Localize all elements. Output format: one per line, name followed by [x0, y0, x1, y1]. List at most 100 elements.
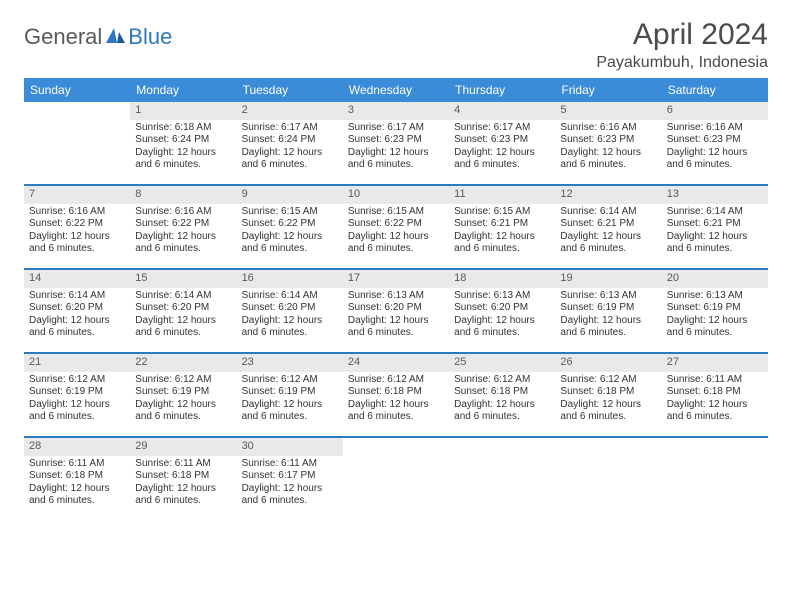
day-cell: 15Sunrise: 6:14 AMSunset: 6:20 PMDayligh…	[130, 270, 236, 352]
sunset-text: Sunset: 6:18 PM	[560, 386, 656, 399]
day-cell-body: Sunrise: 6:14 AMSunset: 6:20 PMDaylight:…	[237, 288, 343, 344]
daylight-text: Daylight: 12 hours and 6 minutes.	[242, 147, 338, 172]
day-cell-body: Sunrise: 6:15 AMSunset: 6:22 PMDaylight:…	[343, 204, 449, 260]
sunset-text: Sunset: 6:23 PM	[454, 134, 550, 147]
sunrise-text: Sunrise: 6:16 AM	[560, 122, 656, 135]
day-cell-body: Sunrise: 6:15 AMSunset: 6:22 PMDaylight:…	[237, 204, 343, 260]
sunrise-text: Sunrise: 6:14 AM	[242, 290, 338, 303]
day-cell: 27Sunrise: 6:11 AMSunset: 6:18 PMDayligh…	[662, 354, 768, 436]
sunrise-text: Sunrise: 6:15 AM	[348, 206, 444, 219]
daylight-text: Daylight: 12 hours and 6 minutes.	[348, 399, 444, 424]
daylight-text: Daylight: 12 hours and 6 minutes.	[135, 483, 231, 508]
day-cell-body: Sunrise: 6:12 AMSunset: 6:18 PMDaylight:…	[343, 372, 449, 428]
daylight-text: Daylight: 12 hours and 6 minutes.	[667, 315, 763, 340]
day-header-wednesday: Wednesday	[343, 78, 449, 102]
daylight-text: Daylight: 12 hours and 6 minutes.	[560, 399, 656, 424]
day-number: 24	[343, 354, 449, 372]
week-row: 1Sunrise: 6:18 AMSunset: 6:24 PMDaylight…	[24, 102, 768, 184]
daylight-text: Daylight: 12 hours and 6 minutes.	[348, 231, 444, 256]
day-cell-body: Sunrise: 6:11 AMSunset: 6:18 PMDaylight:…	[662, 372, 768, 428]
sunrise-text: Sunrise: 6:11 AM	[667, 374, 763, 387]
daylight-text: Daylight: 12 hours and 6 minutes.	[29, 399, 125, 424]
day-header-row: Sunday Monday Tuesday Wednesday Thursday…	[24, 78, 768, 102]
day-cell-body: Sunrise: 6:17 AMSunset: 6:23 PMDaylight:…	[449, 120, 555, 176]
day-number: 13	[662, 186, 768, 204]
day-number: 18	[449, 270, 555, 288]
daylight-text: Daylight: 12 hours and 6 minutes.	[454, 315, 550, 340]
day-cell-body: Sunrise: 6:11 AMSunset: 6:17 PMDaylight:…	[237, 456, 343, 512]
day-cell	[343, 438, 449, 520]
location-label: Payakumbuh, Indonesia	[596, 54, 768, 72]
day-cell-body: Sunrise: 6:12 AMSunset: 6:19 PMDaylight:…	[237, 372, 343, 428]
day-cell: 13Sunrise: 6:14 AMSunset: 6:21 PMDayligh…	[662, 186, 768, 268]
sunrise-text: Sunrise: 6:16 AM	[667, 122, 763, 135]
daylight-text: Daylight: 12 hours and 6 minutes.	[454, 399, 550, 424]
day-cell-body: Sunrise: 6:16 AMSunset: 6:23 PMDaylight:…	[662, 120, 768, 176]
day-cell-body: Sunrise: 6:14 AMSunset: 6:20 PMDaylight:…	[130, 288, 236, 344]
day-header-saturday: Saturday	[662, 78, 768, 102]
week-row: 14Sunrise: 6:14 AMSunset: 6:20 PMDayligh…	[24, 268, 768, 352]
day-cell-body: Sunrise: 6:13 AMSunset: 6:20 PMDaylight:…	[449, 288, 555, 344]
sunset-text: Sunset: 6:19 PM	[560, 302, 656, 315]
day-header-monday: Monday	[130, 78, 236, 102]
day-cell	[555, 438, 661, 520]
sunset-text: Sunset: 6:18 PM	[667, 386, 763, 399]
sunrise-text: Sunrise: 6:14 AM	[135, 290, 231, 303]
sunrise-text: Sunrise: 6:11 AM	[135, 458, 231, 471]
day-cell-body: Sunrise: 6:14 AMSunset: 6:21 PMDaylight:…	[662, 204, 768, 260]
day-cell-body: Sunrise: 6:16 AMSunset: 6:23 PMDaylight:…	[555, 120, 661, 176]
day-number: 26	[555, 354, 661, 372]
day-number: 27	[662, 354, 768, 372]
day-cell-body: Sunrise: 6:17 AMSunset: 6:24 PMDaylight:…	[237, 120, 343, 176]
daylight-text: Daylight: 12 hours and 6 minutes.	[242, 315, 338, 340]
sunset-text: Sunset: 6:20 PM	[135, 302, 231, 315]
sunrise-text: Sunrise: 6:12 AM	[242, 374, 338, 387]
sunset-text: Sunset: 6:20 PM	[348, 302, 444, 315]
calendar-page: General Blue April 2024 Payakumbuh, Indo…	[0, 0, 792, 530]
day-cell: 30Sunrise: 6:11 AMSunset: 6:17 PMDayligh…	[237, 438, 343, 520]
daylight-text: Daylight: 12 hours and 6 minutes.	[135, 399, 231, 424]
sunrise-text: Sunrise: 6:16 AM	[135, 206, 231, 219]
daylight-text: Daylight: 12 hours and 6 minutes.	[560, 231, 656, 256]
day-number: 5	[555, 102, 661, 120]
sunset-text: Sunset: 6:23 PM	[667, 134, 763, 147]
sunrise-text: Sunrise: 6:16 AM	[29, 206, 125, 219]
day-number: 3	[343, 102, 449, 120]
daylight-text: Daylight: 12 hours and 6 minutes.	[348, 147, 444, 172]
day-cell: 26Sunrise: 6:12 AMSunset: 6:18 PMDayligh…	[555, 354, 661, 436]
day-number: 7	[24, 186, 130, 204]
day-number: 14	[24, 270, 130, 288]
day-number: 29	[130, 438, 236, 456]
day-cell	[449, 438, 555, 520]
daylight-text: Daylight: 12 hours and 6 minutes.	[242, 483, 338, 508]
weeks-container: 1Sunrise: 6:18 AMSunset: 6:24 PMDaylight…	[24, 102, 768, 520]
day-cell: 22Sunrise: 6:12 AMSunset: 6:19 PMDayligh…	[130, 354, 236, 436]
sunset-text: Sunset: 6:18 PM	[348, 386, 444, 399]
day-cell-body: Sunrise: 6:12 AMSunset: 6:19 PMDaylight:…	[130, 372, 236, 428]
day-number: 22	[130, 354, 236, 372]
day-number: 11	[449, 186, 555, 204]
day-number: 4	[449, 102, 555, 120]
sunrise-text: Sunrise: 6:11 AM	[242, 458, 338, 471]
day-header-tuesday: Tuesday	[237, 78, 343, 102]
daylight-text: Daylight: 12 hours and 6 minutes.	[454, 231, 550, 256]
day-cell: 5Sunrise: 6:16 AMSunset: 6:23 PMDaylight…	[555, 102, 661, 184]
sunrise-text: Sunrise: 6:12 AM	[135, 374, 231, 387]
day-cell: 23Sunrise: 6:12 AMSunset: 6:19 PMDayligh…	[237, 354, 343, 436]
sunset-text: Sunset: 6:22 PM	[348, 218, 444, 231]
day-cell: 29Sunrise: 6:11 AMSunset: 6:18 PMDayligh…	[130, 438, 236, 520]
week-row: 7Sunrise: 6:16 AMSunset: 6:22 PMDaylight…	[24, 184, 768, 268]
day-cell: 28Sunrise: 6:11 AMSunset: 6:18 PMDayligh…	[24, 438, 130, 520]
day-header-thursday: Thursday	[449, 78, 555, 102]
sunrise-text: Sunrise: 6:12 AM	[454, 374, 550, 387]
day-number: 23	[237, 354, 343, 372]
daylight-text: Daylight: 12 hours and 6 minutes.	[135, 315, 231, 340]
logo-text-blue: Blue	[128, 24, 172, 50]
daylight-text: Daylight: 12 hours and 6 minutes.	[667, 147, 763, 172]
sunset-text: Sunset: 6:21 PM	[667, 218, 763, 231]
sunset-text: Sunset: 6:23 PM	[560, 134, 656, 147]
title-block: April 2024 Payakumbuh, Indonesia	[596, 18, 768, 72]
day-number: 25	[449, 354, 555, 372]
logo-text-general: General	[24, 24, 102, 50]
day-cell-body: Sunrise: 6:16 AMSunset: 6:22 PMDaylight:…	[24, 204, 130, 260]
